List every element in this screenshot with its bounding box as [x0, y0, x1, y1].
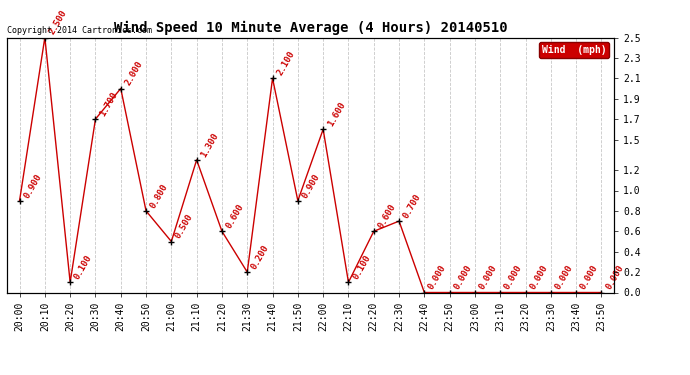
Text: 0.100: 0.100: [351, 254, 372, 281]
Text: 0.000: 0.000: [579, 264, 600, 291]
Text: 0.900: 0.900: [22, 172, 43, 200]
Text: 0.700: 0.700: [402, 192, 423, 220]
Text: 0.800: 0.800: [148, 182, 170, 210]
Text: 2.000: 2.000: [124, 60, 144, 87]
Text: 1.700: 1.700: [98, 90, 119, 118]
Text: 1.600: 1.600: [326, 100, 347, 128]
Text: 0.000: 0.000: [427, 264, 448, 291]
Text: Copyright 2014 Cartronics.com: Copyright 2014 Cartronics.com: [7, 26, 152, 35]
Text: 0.000: 0.000: [553, 264, 575, 291]
Legend: Wind  (mph): Wind (mph): [539, 42, 609, 58]
Text: 1.300: 1.300: [199, 131, 220, 159]
Text: 0.200: 0.200: [250, 243, 271, 271]
Text: 0.600: 0.600: [376, 202, 397, 230]
Text: 0.000: 0.000: [528, 264, 549, 291]
Text: 0.500: 0.500: [174, 213, 195, 240]
Text: 0.100: 0.100: [72, 254, 94, 281]
Text: 2.500: 2.500: [48, 9, 68, 36]
Title: Wind Speed 10 Minute Average (4 Hours) 20140510: Wind Speed 10 Minute Average (4 Hours) 2…: [114, 21, 507, 35]
Text: 0.600: 0.600: [224, 202, 246, 230]
Text: 0.000: 0.000: [477, 264, 499, 291]
Text: 0.000: 0.000: [503, 264, 524, 291]
Text: 0.000: 0.000: [604, 264, 625, 291]
Text: 2.100: 2.100: [275, 50, 296, 77]
Text: 0.000: 0.000: [452, 264, 473, 291]
Text: 0.900: 0.900: [300, 172, 322, 200]
